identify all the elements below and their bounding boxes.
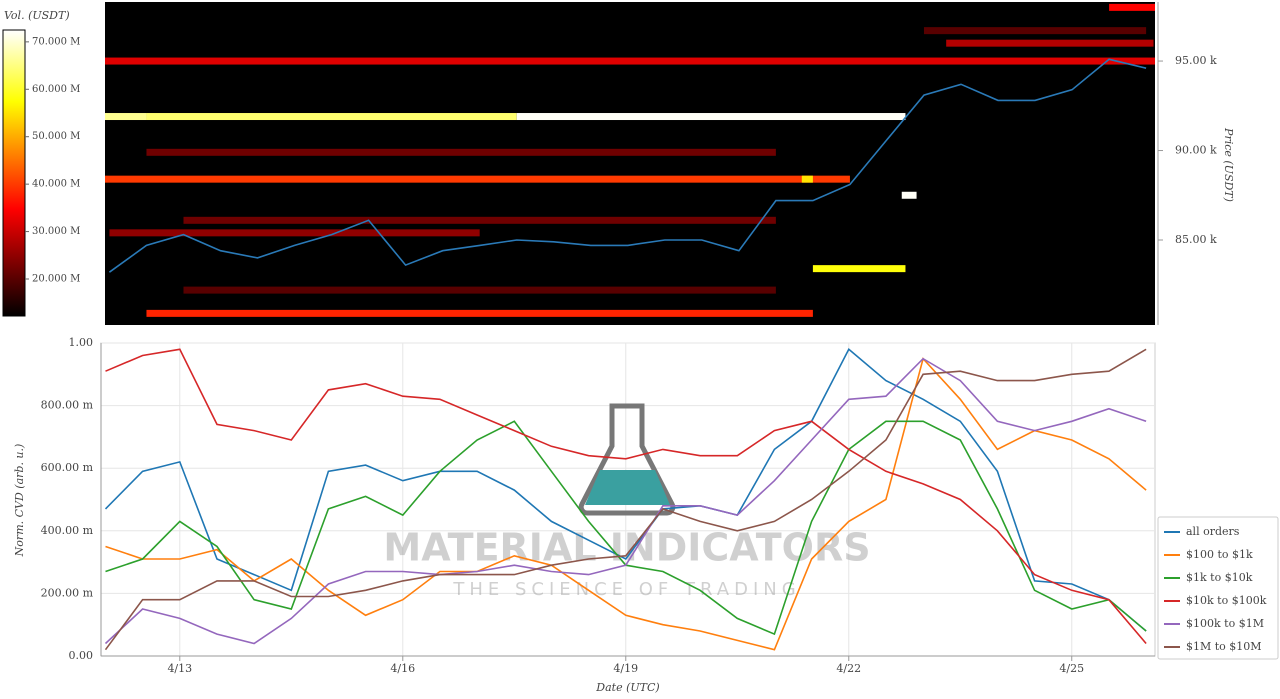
watermark-flask: [578, 403, 676, 516]
x-axis-label: Date (UTC): [595, 681, 659, 694]
y-tick-label: 0.00: [69, 649, 94, 662]
price-line: [108, 58, 1147, 273]
legend: [1157, 516, 1279, 660]
heatmap-cell: [146, 113, 517, 121]
legend-label: $1k to $10k: [1186, 571, 1253, 584]
cvd-line: [105, 357, 1147, 651]
colorbar-tick-label: 50.000 M: [32, 131, 80, 142]
y2-tick-label: 85.00 k: [1175, 233, 1217, 246]
y-tick-label: 600.00 m: [41, 461, 94, 474]
x-tick-label: 4/16: [390, 662, 415, 675]
heatmap-cell: [801, 175, 813, 183]
cvd-line: [105, 348, 1147, 645]
legend-label: $100 to $1k: [1186, 548, 1253, 561]
heatmap-cell: [105, 113, 147, 121]
y2-tick-label: 90.00 k: [1175, 144, 1217, 157]
heatmap-cell: [105, 175, 850, 183]
y2-axis-label: Price (USDT): [1222, 127, 1235, 202]
heatmap-cell: [183, 286, 776, 294]
x-tick-label: 4/22: [836, 662, 861, 675]
watermark-liquid: [585, 470, 670, 505]
heatmap-cell: [146, 148, 776, 156]
heatmap-cell: [183, 216, 776, 224]
heatmap-cell: [109, 229, 480, 237]
y-tick-label: 1.00: [69, 336, 94, 349]
heatmap-cell: [946, 39, 1154, 47]
heatmap-cell: [923, 27, 1147, 35]
cvd-line: [104, 348, 1147, 651]
y2-tick-label: 95.00 k: [1175, 54, 1217, 67]
heatmap-cell: [105, 57, 1155, 65]
colorbar-title: Vol. (USDT): [4, 9, 70, 22]
colorbar-tick-label: 40.000 M: [32, 179, 80, 190]
colorbar-tick-label: 70.000 M: [32, 36, 80, 47]
legend-label: $100k to $1M: [1186, 617, 1264, 630]
y-axis-label: Norm. CVD (arb. u.): [13, 444, 26, 558]
x-tick-label: 4/19: [613, 662, 638, 675]
colorbar: [2, 29, 26, 317]
y-tick-label: 200.00 m: [41, 586, 94, 599]
cvd-line: [104, 348, 1147, 632]
x-tick-label: 4/25: [1059, 662, 1084, 675]
y-tick-label: 800.00 m: [41, 399, 94, 412]
heatmap-cell: [812, 265, 906, 273]
watermark-subtitle: THE SCIENCE OF TRADING: [452, 579, 800, 600]
colorbar-tick-label: 30.000 M: [32, 226, 80, 237]
legend-label: all orders: [1186, 525, 1240, 538]
legend-label: $1M to $10M: [1186, 640, 1262, 653]
heatmap-cell: [901, 191, 917, 199]
heatmap-cells: [105, 3, 1155, 317]
y-tick-label: 400.00 m: [41, 524, 94, 537]
heatmap-background: [105, 2, 1155, 325]
heatmap-cell: [146, 309, 813, 317]
heatmap-cell: [1109, 3, 1155, 11]
heatmap-cell: [516, 113, 906, 121]
colorbar-tick-label: 20.000 M: [32, 274, 80, 285]
cvd-line: [104, 357, 1147, 645]
legend-label: $10k to $100k: [1186, 594, 1267, 607]
colorbar-tick-label: 60.000 M: [32, 84, 80, 95]
x-tick-label: 4/13: [167, 662, 192, 675]
